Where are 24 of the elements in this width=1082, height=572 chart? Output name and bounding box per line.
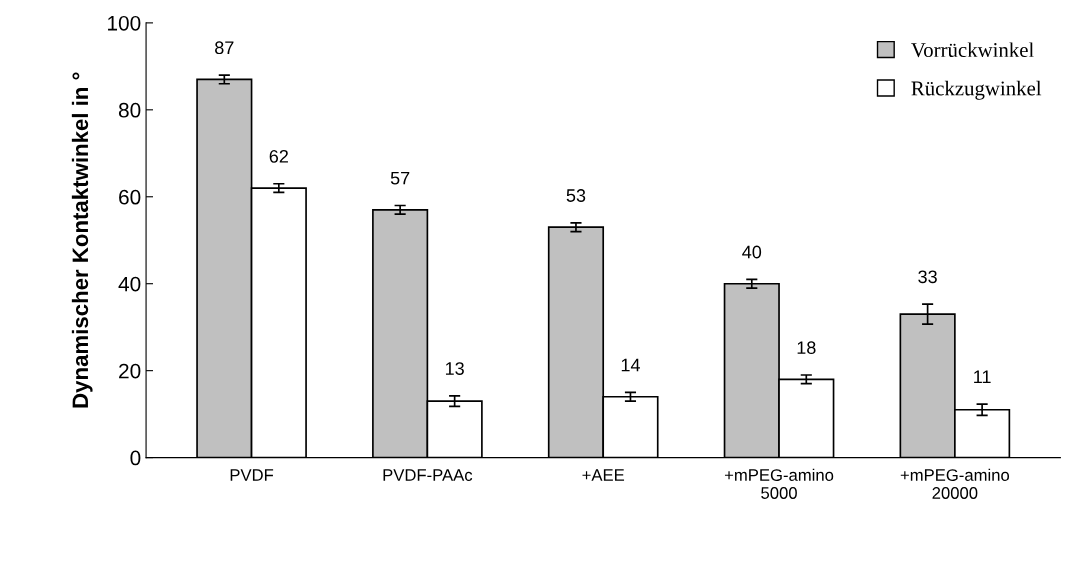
legend-label: Vorrückwinkel [911,42,1034,58]
data-label: 53 [566,189,586,202]
data-label: 40 [742,245,762,259]
data-label: 11 [974,370,991,383]
data-label: 18 [797,341,816,355]
legend-label: Rückzugwinkel [911,80,1042,100]
y-tick-label: 80 [118,102,141,118]
data-label: 14 [621,358,640,372]
y-tick-label: 60 [119,189,141,205]
y-tick-label: 40 [118,276,141,292]
x-tick-label: +mPEG-amino 5000 [724,468,834,499]
x-tick-label: +AEE [582,469,625,481]
data-label: 62 [269,149,288,163]
x-tick-label: +mPEG-amino 20000 [900,468,1010,499]
y-tick-label: 100 [108,15,141,31]
data-label: 33 [918,270,937,284]
data-label: 57 [390,171,410,185]
y-axis-title: Dynamischer Kontaktwinkel in ° [71,72,93,408]
data-label: 13 [445,362,464,375]
x-tick-label: PVDF-PAAc [383,469,473,481]
y-tick-label: 0 [130,450,141,466]
x-tick-label: PVDF [230,469,274,481]
y-tick-label: 20 [119,363,141,379]
data-label: 87 [215,41,234,55]
